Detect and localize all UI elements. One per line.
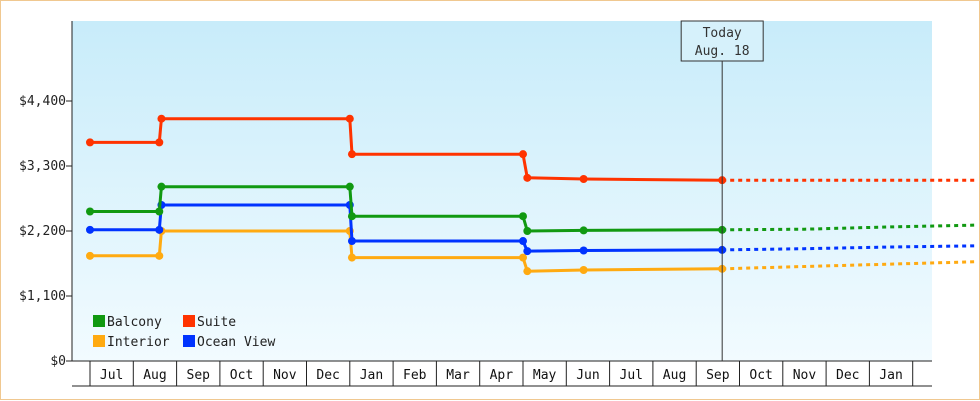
point-balcony-4 [347, 212, 356, 221]
legend-swatch-ocean-view [183, 335, 195, 347]
x-tick-label-8: Mar [446, 368, 470, 383]
x-tick-label-0: Jul [100, 368, 123, 383]
point-suite-0 [86, 138, 94, 147]
y-tick-label-3: $3,300 [19, 159, 66, 174]
legend: Balcony Suite Interior Ocean View [93, 315, 275, 350]
point-interior-4 [347, 253, 356, 262]
x-tick-label-3: Oct [230, 368, 253, 383]
x-tick-label-1: Aug [143, 368, 166, 383]
point-interior-1 [155, 251, 164, 260]
y-tick-label-2: $2,200 [19, 224, 66, 239]
series-forecast-balcony [722, 223, 978, 232]
today-marker: Today Aug. 18 [680, 20, 764, 361]
point-interior-7 [579, 266, 588, 274]
point-suite-7 [579, 175, 588, 183]
x-tick-label-16: Nov [793, 368, 817, 383]
x-tick-label-15: Oct [749, 368, 772, 383]
x-tick-label-6: Jan [360, 368, 383, 383]
legend-label-ocean-view: Ocean View [197, 335, 275, 350]
legend-swatch-suite [183, 315, 195, 327]
point-ocean-view-1 [155, 225, 164, 234]
point-balcony-2 [157, 182, 166, 191]
x-tick-label-11: Jun [576, 368, 599, 383]
legend-label-suite: Suite [197, 315, 236, 330]
x-axis: Jul Aug Sep Oct Nov Dec Jan Feb Mar Apr May Jun Jul A… [72, 360, 932, 387]
x-tick-label-12: Jul [620, 368, 643, 383]
legend-swatch-balcony [93, 315, 105, 327]
point-suite-6 [523, 173, 532, 182]
x-tick-label-13: Aug [663, 368, 686, 383]
point-interior-5 [519, 253, 527, 262]
point-suite-3 [345, 114, 354, 123]
point-balcony-5 [519, 212, 527, 221]
y-tick-label-1: $1,100 [19, 289, 66, 304]
plot-background [72, 21, 932, 361]
legend-swatch-interior [93, 335, 105, 347]
y-tick-label-4: $4,400 [19, 94, 66, 109]
point-ocean-view-5 [519, 237, 527, 246]
x-tick-label-10: May [533, 368, 557, 383]
point-suite-5 [519, 150, 527, 159]
point-balcony-3 [345, 182, 354, 191]
series-forecast-ocean-view [722, 244, 978, 252]
point-suite-2 [157, 114, 166, 123]
y-tick-label-0: $0 [50, 354, 66, 369]
series-layer [86, 114, 978, 276]
x-tick-label-7: Feb [403, 368, 427, 383]
point-interior-6 [523, 267, 532, 276]
x-tick-label-18: Jan [879, 368, 902, 383]
point-balcony-1 [155, 207, 164, 216]
today-date: Aug. 18 [695, 44, 750, 59]
x-tick-label-4: Nov [273, 368, 297, 383]
today-box [680, 20, 764, 62]
series-balcony [86, 182, 978, 235]
point-ocean-view-6 [523, 247, 532, 256]
point-interior-0 [86, 251, 94, 260]
y-axis: $0 $1,100 $2,200 $3,300 $4,400 [19, 21, 73, 369]
series-forecast-interior [722, 260, 978, 271]
point-balcony-6 [523, 227, 532, 235]
point-suite-1 [155, 138, 164, 147]
x-tick-label-5: Dec [316, 368, 339, 383]
series-interior [86, 227, 978, 276]
legend-label-interior: Interior [107, 335, 170, 350]
point-balcony-7 [579, 226, 588, 235]
point-suite-4 [347, 150, 356, 159]
x-tick-label-2: Sep [187, 368, 211, 383]
x-tick-label-14: Sep [706, 368, 730, 383]
x-tick-label-17: Dec [836, 368, 859, 383]
point-ocean-view-0 [86, 225, 94, 234]
point-ocean-view-4 [347, 237, 356, 246]
point-ocean-view-7 [579, 246, 588, 255]
legend-label-balcony: Balcony [107, 315, 162, 330]
x-tick-label-9: Apr [490, 368, 514, 383]
today-label: Today [703, 26, 742, 41]
point-balcony-0 [86, 207, 94, 216]
